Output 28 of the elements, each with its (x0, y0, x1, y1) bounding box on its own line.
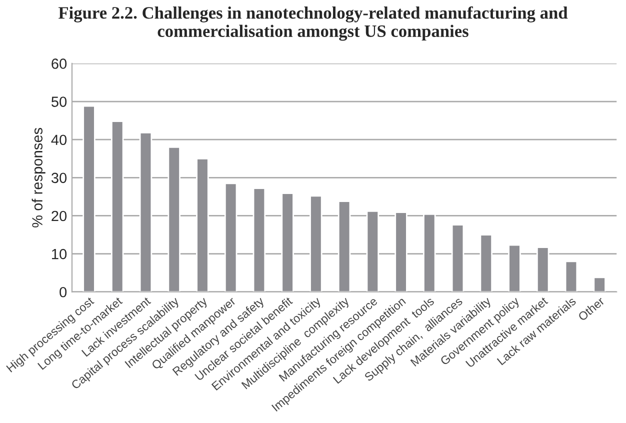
bar (281, 192, 294, 292)
bar (451, 224, 464, 292)
bar (252, 188, 266, 292)
bar (366, 210, 380, 292)
bar (139, 132, 152, 292)
y-tick-label: 0 (60, 286, 67, 298)
bar (394, 212, 408, 292)
bar (593, 276, 606, 292)
bar (423, 214, 436, 292)
bar (480, 234, 492, 292)
bar (338, 200, 351, 292)
y-tick-label: 40 (51, 134, 67, 146)
bar (196, 158, 209, 292)
bar (310, 195, 322, 292)
bar (564, 260, 578, 292)
bar (508, 244, 521, 292)
y-axis-title: % of responses (32, 128, 46, 228)
chart-title: Figure 2.2. Challenges in nanotechnology-related manufacturing and commercialisation amongst US companies (58, 6, 568, 41)
y-tick-label: 50 (51, 96, 67, 107)
bar (536, 246, 550, 292)
bar (224, 182, 238, 292)
y-tick-label: 10 (52, 248, 67, 260)
y-tick-label: 30 (51, 172, 67, 184)
y-tick-label: 60 (52, 58, 67, 69)
y-tick-label: 20 (52, 210, 67, 222)
bar (82, 105, 96, 292)
bar (168, 146, 180, 292)
bar (111, 120, 124, 292)
